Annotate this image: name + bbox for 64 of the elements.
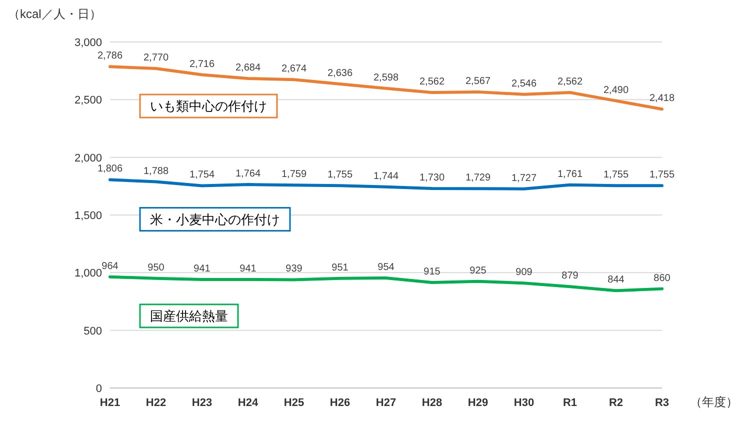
data-label: 2,546	[511, 78, 537, 90]
data-label: 2,598	[373, 72, 399, 84]
text: 国産供給熱量	[150, 308, 228, 324]
data-label: 1,730	[419, 172, 445, 184]
data-label: 2,567	[465, 76, 491, 87]
data-label: 2,684	[235, 62, 261, 74]
data-label: 941	[194, 263, 211, 274]
data-label: 2,490	[603, 84, 629, 96]
x-tick-label: H23	[192, 397, 212, 409]
x-tick-label: R1	[562, 397, 578, 409]
data-label: 860	[654, 272, 671, 284]
x-tick-label: H24	[238, 397, 259, 409]
x-tick-label: H28	[422, 397, 442, 409]
data-label: 939	[286, 264, 303, 275]
x-tick-label: R2	[608, 397, 624, 409]
x-tick-label: H29	[468, 397, 488, 409]
data-label: 1,727	[511, 172, 537, 184]
x-tick-label: H26	[330, 397, 350, 409]
y-tick-label: 2,000	[74, 152, 102, 164]
x-tick-label: H25	[284, 397, 304, 409]
data-label: 1,755	[649, 170, 675, 181]
data-label: 925	[470, 265, 487, 276]
y-tick-label: 1,000	[74, 268, 102, 280]
data-label: 879	[562, 270, 579, 282]
data-label: 2,418	[649, 93, 675, 104]
data-label: 954	[378, 262, 395, 273]
data-label: 1,764	[235, 168, 261, 180]
data-label: 2,716	[189, 58, 215, 70]
data-label: 1,788	[143, 166, 169, 177]
x-axis-title: （年度）	[690, 395, 738, 409]
y-tick-label: 3,000	[74, 37, 102, 49]
data-label: 2,636	[327, 68, 353, 79]
data-label: 1,759	[281, 169, 307, 180]
data-label: 1,754	[189, 170, 215, 181]
y-axis-title: （kcal／人・日）	[8, 7, 102, 21]
data-label: 844	[608, 274, 625, 286]
text: 米・小麦中心の作付け	[150, 212, 280, 227]
y-tick-label: 1,500	[74, 210, 102, 222]
data-label: 951	[332, 262, 349, 274]
data-label: 964	[102, 260, 119, 272]
x-tick-label: H21	[100, 397, 120, 409]
data-label: 941	[240, 263, 257, 274]
data-label: 2,562	[419, 76, 445, 88]
data-label: 2,674	[281, 64, 307, 75]
data-label: 915	[424, 266, 441, 278]
y-tick-label: 0	[96, 383, 102, 395]
data-label: 950	[148, 262, 165, 274]
series-label: いも類中心の作付け	[150, 98, 267, 114]
data-label: 2,770	[143, 52, 169, 64]
data-label: 2,786	[97, 50, 123, 62]
x-tick-label: R3	[654, 397, 670, 409]
data-label: 1,729	[465, 172, 491, 184]
data-label: 909	[516, 267, 533, 278]
data-label: 1,806	[97, 164, 123, 175]
x-tick-label: H30	[514, 397, 534, 409]
data-label: 1,755	[327, 170, 353, 181]
x-tick-label: H27	[376, 397, 396, 409]
y-tick-label: 500	[84, 325, 102, 338]
data-label: 1,744	[373, 170, 399, 182]
x-tick-label: H22	[146, 397, 166, 409]
data-label: 1,755	[603, 170, 629, 181]
data-label: 2,562	[557, 76, 583, 88]
y-tick-label: 2,500	[74, 94, 102, 107]
data-label: 1,761	[557, 168, 583, 180]
